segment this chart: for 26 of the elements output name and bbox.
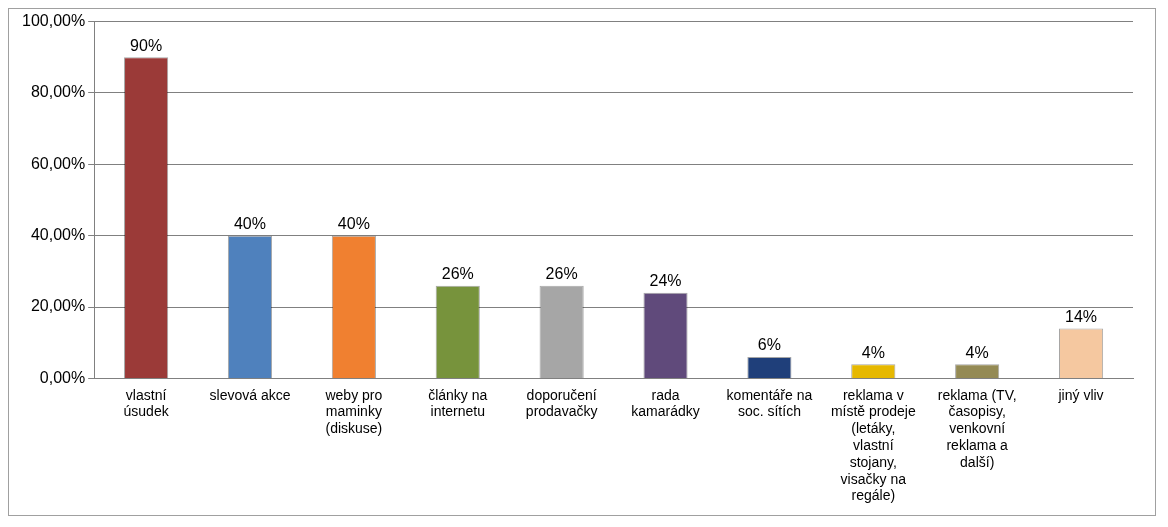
y-tick-label: 40,00% [30, 226, 86, 244]
y-tick-label: 60,00% [30, 154, 86, 172]
data-label: 4% [965, 343, 989, 361]
x-tick-label: reklama v místě prodeje (letáky, vlastní stojany, visačky na regále) [830, 386, 916, 504]
data-label: 26% [441, 265, 474, 283]
y-tick-label: 100,00% [21, 12, 86, 30]
x-tick-label: reklama (TV, časopisy, venkovní reklama a další) [937, 386, 1017, 470]
x-tick-label: weby pro maminky (diskuse) [324, 386, 383, 437]
data-label: 90% [130, 36, 163, 54]
data-label: 6% [757, 336, 781, 354]
y-tick-label: 0,00% [39, 368, 86, 386]
x-tick-label: články na internetu [428, 386, 488, 420]
y-tick-label: 20,00% [30, 297, 86, 315]
x-tick-label: rada kamarádky [631, 386, 700, 420]
x-tick-label: vlastní úsudek [123, 386, 170, 420]
data-label: 24% [649, 272, 682, 290]
data-label: 40% [337, 215, 370, 233]
x-tick-label: slevová akce [209, 386, 291, 403]
x-tick-label: jiný vliv [1057, 386, 1104, 403]
data-label: 26% [545, 265, 578, 283]
data-label: 40% [233, 215, 267, 233]
x-tick-label: doporučení prodavačky [525, 386, 598, 420]
data-label: 14% [1065, 307, 1098, 325]
y-tick-label: 80,00% [30, 83, 86, 101]
x-tick-label: komentáře na soc. sítích [726, 386, 813, 420]
data-label: 4% [861, 343, 885, 361]
